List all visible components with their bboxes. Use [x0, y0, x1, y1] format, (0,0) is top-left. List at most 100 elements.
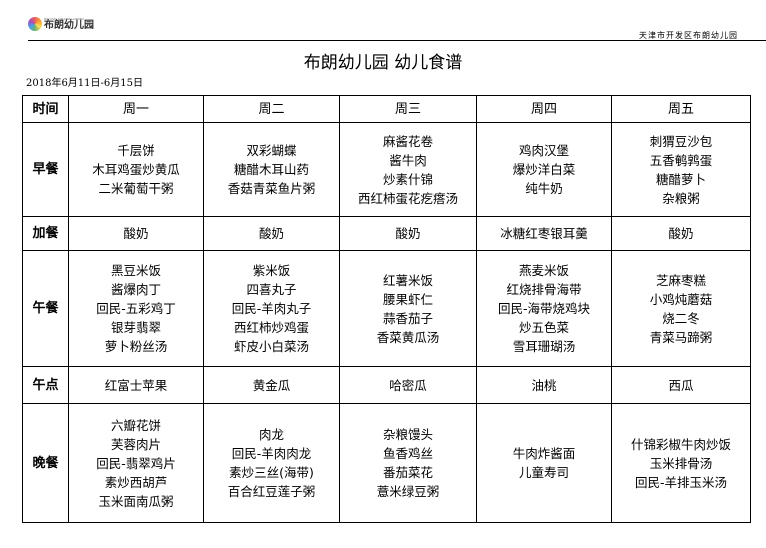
dish-item: 西红柿炒鸡蛋 — [233, 320, 309, 335]
dish-item: 回民-羊肉丸子 — [231, 301, 312, 316]
dish-item: 炒五色菜 — [518, 320, 569, 335]
menu-cell: 双彩蝴蝶 糖醋木耳山药 香菇青菜鱼片粥 — [203, 122, 340, 217]
column-header-day: 周五 — [611, 95, 751, 123]
dish-item: 酱牛肉 — [389, 152, 427, 168]
dish-item: 回民-翡翠鸡片 — [96, 455, 176, 471]
column-header-time: 时间 — [22, 95, 69, 123]
menu-cell: 黄金瓜 — [203, 366, 340, 404]
menu-cell: 红薯米饭腰果虾仁蒜香茄子香菜黄瓜汤 — [339, 250, 477, 367]
menu-cell: 油桃 — [476, 366, 612, 404]
dish-item: 糖醋萝卜 — [655, 171, 706, 187]
column-header-day: 周一 — [68, 95, 204, 123]
dish-item: 杂粮粥 — [662, 190, 700, 206]
dish-item: 紫米饭 — [252, 263, 291, 278]
dish-item: 香菜黄瓜汤 — [376, 329, 440, 345]
dish-item: 肉龙 — [258, 427, 284, 442]
table-row: 午点 红富士苹果 黄金瓜 哈密瓜 油桃 西瓜 — [22, 366, 751, 404]
menu-cell: 酸奶 — [339, 216, 477, 251]
menu-cell: 什锦彩椒牛肉炒饭 玉米排骨汤 回民-羊排玉米汤 — [611, 403, 751, 523]
header-address: 天津市开发区布朗幼儿园 — [639, 31, 738, 40]
table-row: 晚餐 六瓣花饼 芙蓉肉片 回民-翡翠鸡片 素炒西胡芦 玉米面南瓜粥 肉龙 回民-羊肉肉龙 素炒三… — [22, 403, 751, 523]
dish-item: 双彩蝴蝶 — [246, 143, 297, 158]
dish-item: 红薯米饭 — [382, 272, 433, 288]
dish-item: 酸奶 — [395, 226, 421, 241]
menu-table: 时间 周一 周二 周三 周四 周五 早餐 千层饼 木耳鸡蛋炒黄瓜 二米葡萄干粥 双彩蝴蝶 糖醋木耳山… — [22, 95, 751, 523]
menu-cell: 麻酱花卷 酱牛肉 炒素什锦 西红柿蛋花疙瘩汤 — [339, 122, 477, 217]
dish-item: 刺猬豆沙包 — [649, 133, 713, 149]
dish-item: 纯牛奶 — [525, 181, 563, 196]
dish-item: 鸡肉汉堡 — [518, 143, 569, 158]
dish-item: 银芽翡翠 — [110, 320, 161, 335]
logo-chinese-text: 布朗幼儿园 — [44, 19, 94, 31]
menu-cell: 杂粮馒头鱼香鸡丝番茄菜花薏米绿豆粥 — [339, 403, 477, 523]
menu-cell: 刺猬豆沙包 五香鹌鹑蛋 糖醋萝卜 杂粮粥 — [611, 122, 751, 217]
dish-item: 青菜马蹄粥 — [649, 329, 713, 345]
date-range: 2018年6月11日-6月15日 — [26, 78, 144, 89]
dish-item: 酸奶 — [668, 226, 694, 241]
dish-item: 木耳鸡蛋炒黄瓜 — [92, 162, 180, 177]
meal-label: 早餐 — [22, 122, 69, 217]
dish-item: 黄金瓜 — [252, 377, 291, 393]
dish-item: 虾皮小白菜汤 — [233, 339, 309, 354]
dish-item: 回民-羊肉肉龙 — [231, 446, 312, 461]
menu-cell: 肉龙 回民-羊肉肉龙 素炒三丝(海带) 百合红豆莲子粥 — [203, 403, 340, 523]
column-header-day: 周二 — [203, 95, 340, 123]
dish-item: 芝麻枣糕 — [655, 272, 706, 288]
dish-item: 素炒西胡芦 — [104, 474, 168, 490]
dish-item: 杂粮馒头 — [382, 427, 433, 442]
menu-cell: 酸奶 — [203, 216, 340, 251]
dish-item: 薏米绿豆粥 — [376, 484, 440, 499]
table-row: 早餐 千层饼 木耳鸡蛋炒黄瓜 二米葡萄干粥 双彩蝴蝶 糖醋木耳山药 香菇青菜鱼片粥 麻酱花卷酱… — [22, 122, 751, 217]
dish-item: 牛肉炸酱面 — [512, 446, 576, 461]
dish-item: 二米葡萄干粥 — [98, 181, 174, 196]
dish-item: 回民-五彩鸡丁 — [96, 301, 176, 316]
dish-item: 酸奶 — [258, 226, 284, 241]
dish-item: 糖醋木耳山药 — [233, 162, 309, 177]
menu-cell: 六瓣花饼 芙蓉肉片 回民-翡翠鸡片 素炒西胡芦 玉米面南瓜粥 — [68, 403, 204, 523]
table-row: 午餐 黑豆米饭 酱爆肉丁 回民-五彩鸡丁 银芽翡翠 萝卜粉丝汤 紫米饭 四喜丸子 回民-羊肉丸子… — [22, 250, 751, 367]
dish-item: 酸奶 — [123, 226, 149, 241]
dish-item: 素炒三丝(海带) — [229, 465, 314, 480]
logo-english-text: BROWN KINDERGARTEN — [44, 16, 84, 21]
page-title: 布朗幼儿园 幼儿食谱 — [303, 53, 463, 73]
dish-item: 哈密瓜 — [389, 377, 427, 393]
dish-item: 儿童寿司 — [518, 465, 569, 480]
dish-item: 鱼香鸡丝 — [382, 446, 433, 461]
menu-cell: 哈密瓜 — [339, 366, 477, 404]
dish-item: 小鸡炖蘑菇 — [649, 291, 713, 307]
dish-item: 冰糖红枣银耳羹 — [500, 226, 588, 241]
dish-item: 烧二冬 — [662, 310, 700, 326]
dish-item: 炒素什锦 — [382, 171, 433, 187]
kindergarten-logo: BROWN KINDERGARTEN 布朗幼儿园 — [28, 17, 94, 31]
column-header-day: 周三 — [339, 95, 477, 123]
dish-item: 蒜香茄子 — [382, 310, 433, 326]
menu-cell: 黑豆米饭酱爆肉丁回民-五彩鸡丁 银芽翡翠萝卜粉丝汤 — [68, 250, 204, 367]
dish-item: 爆炒洋白菜 — [512, 162, 576, 177]
dish-item: 红烧排骨海带 — [506, 282, 582, 297]
dish-item: 玉米面南瓜粥 — [98, 493, 174, 509]
dish-item: 回民-羊排玉米汤 — [634, 474, 727, 490]
dish-item: 红富士苹果 — [104, 377, 168, 393]
dish-item: 腰果虾仁 — [382, 291, 433, 307]
menu-cell: 西瓜 — [611, 366, 751, 404]
menu-cell: 鸡肉汉堡爆炒洋白菜纯牛奶 — [476, 122, 612, 217]
meal-label: 加餐 — [22, 216, 69, 251]
dish-item: 四喜丸子 — [246, 282, 297, 297]
dish-item: 萝卜粉丝汤 — [104, 339, 168, 354]
menu-cell: 冰糖红枣银耳羹 — [476, 216, 612, 251]
header-divider — [28, 40, 766, 41]
dish-item: 西红柿蛋花疙瘩汤 — [357, 190, 458, 206]
dish-item: 雪耳珊瑚汤 — [512, 339, 576, 354]
dish-item: 千层饼 — [117, 143, 155, 158]
dish-item: 黑豆米饭 — [110, 263, 161, 278]
dish-item: 番茄菜花 — [382, 465, 433, 480]
menu-cell: 芝麻枣糕小鸡炖蘑菇烧二冬青菜马蹄粥 — [611, 250, 751, 367]
menu-cell: 牛肉炸酱面 儿童寿司 — [476, 403, 612, 523]
meal-label: 午餐 — [22, 250, 69, 367]
menu-cell: 千层饼木耳鸡蛋炒黄瓜 二米葡萄干粥 — [68, 122, 204, 217]
meal-label: 晚餐 — [22, 403, 69, 523]
dish-item: 什锦彩椒牛肉炒饭 — [630, 436, 731, 452]
dish-item: 油桃 — [531, 377, 557, 393]
logo-burst-icon — [28, 17, 42, 31]
dish-item: 酱爆肉丁 — [110, 282, 161, 297]
